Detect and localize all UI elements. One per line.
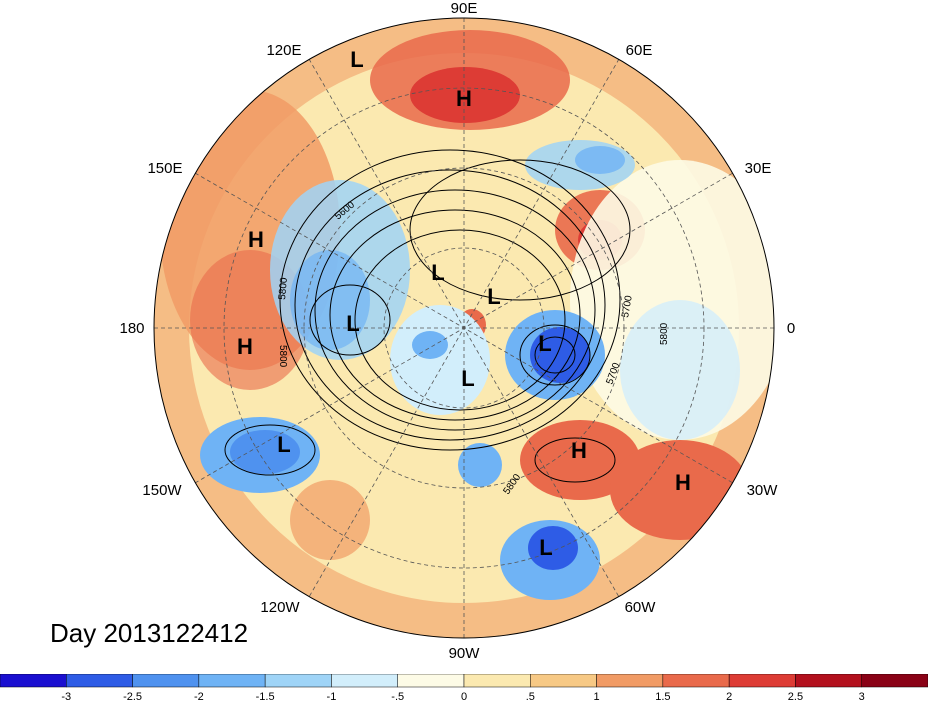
low-center-marker: L (539, 535, 552, 560)
lon-label-0: 0 (787, 320, 795, 337)
colorbar-swatch (662, 674, 730, 688)
colorbar-tick-label: 1 (594, 691, 600, 702)
colorbar-tick-label: -3 (61, 691, 71, 702)
contour-label: 5800 (277, 277, 290, 301)
low-center-marker: L (350, 47, 363, 72)
colorbar-swatch (728, 674, 796, 688)
high-center-marker: H (456, 86, 472, 111)
low-center-marker: L (346, 311, 359, 336)
contour-label: 5800 (277, 345, 288, 368)
lon-label-30e: 30E (745, 160, 772, 177)
colorbar-swatch (463, 674, 531, 688)
high-center-marker: H (248, 227, 264, 252)
colorbar-swatch (132, 674, 200, 688)
day-title: Day 2013122412 (50, 618, 249, 648)
colorbar-tick-label: 2.5 (788, 691, 803, 702)
colorbar-tick-label: 2 (726, 691, 732, 702)
colorbar-swatch (530, 674, 597, 688)
colorbar: -3 -2.5 -2 -1.5 -1 -.5 0 .5 1 1.5 2 2.5 3 (0, 674, 928, 702)
colorbar-swatch (861, 674, 928, 688)
low-center-marker: L (538, 331, 551, 356)
colorbar-swatch (397, 674, 465, 688)
high-center-marker: H (237, 334, 253, 359)
colorbar-swatch (198, 674, 266, 688)
colorbar-tick-label: -1 (327, 691, 337, 702)
low-center-marker: L (277, 432, 290, 457)
colorbar-swatch (0, 674, 67, 688)
colorbar-swatch (66, 674, 133, 688)
contour-label: 5800 (659, 322, 670, 345)
lon-label-90w: 90W (449, 645, 481, 662)
colorbar-swatch (264, 674, 332, 688)
pressure-centers: L H H L L L L H L H H L L (237, 47, 691, 560)
lon-label-150e: 150E (147, 160, 182, 177)
high-center-marker: H (675, 470, 691, 495)
lon-label-150w: 150W (142, 482, 182, 499)
map-border (153, 17, 775, 639)
lon-label-120w: 120W (260, 599, 300, 616)
colorbar-tick-label: 0 (461, 691, 467, 702)
low-center-marker: L (487, 284, 500, 309)
lon-label-30w: 30W (747, 482, 779, 499)
colorbar-tick-label: -2 (194, 691, 204, 702)
contour-label: 5700 (620, 294, 635, 318)
colorbar-tick-label: -1.5 (256, 691, 275, 702)
colorbar-tick-label: .5 (526, 691, 535, 702)
low-center-marker: L (461, 366, 474, 391)
colorbar-swatch (596, 674, 664, 688)
lon-label-60e: 60E (626, 42, 653, 59)
anomaly-field (154, 18, 774, 638)
low-center-marker: L (431, 260, 444, 285)
lon-label-120e: 120E (266, 42, 301, 59)
longitude-labels: 90E 60E 30E 0 30W 60W 90W 120W 150W 180 … (119, 0, 795, 662)
lon-label-90e: 90E (451, 0, 478, 17)
polar-map: 90E 60E 30E 0 30W 60W 90W 120W 150W 180 … (119, 0, 795, 662)
lon-label-60w: 60W (625, 599, 657, 616)
graticule (154, 18, 774, 638)
colorbar-swatch (795, 674, 862, 688)
high-center-marker: H (571, 438, 587, 463)
colorbar-tick-label: 3 (859, 691, 865, 702)
colorbar-swatch (331, 674, 398, 688)
colorbar-tick-label: 1.5 (655, 691, 670, 702)
colorbar-tick-label: -2.5 (123, 691, 142, 702)
colorbar-tick-label: -.5 (391, 691, 404, 702)
lon-label-180: 180 (119, 320, 144, 337)
height-contours (224, 149, 631, 483)
